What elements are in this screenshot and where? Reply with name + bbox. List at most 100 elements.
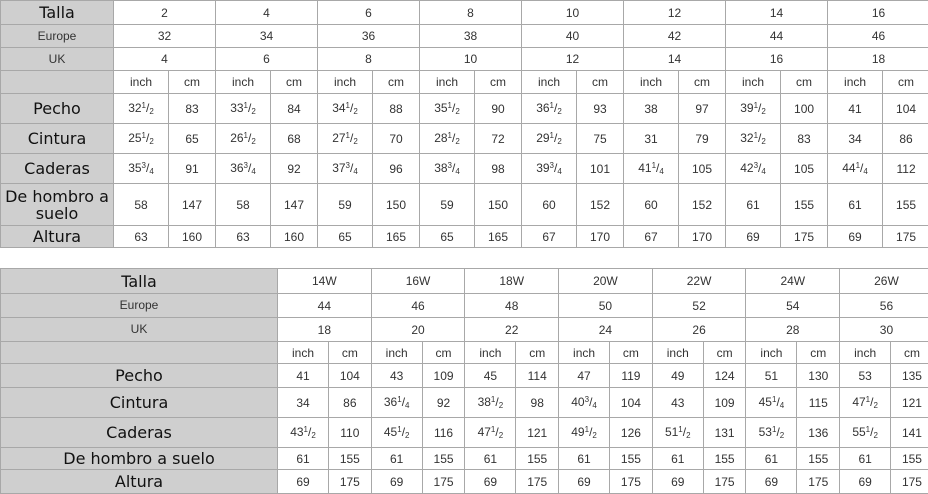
- measurement-value: 381/2: [465, 388, 516, 418]
- europe-label: Europe: [1, 25, 114, 48]
- unit-inch: inch: [559, 342, 610, 364]
- measurement-value: 261/2: [216, 124, 271, 154]
- measurement-value: 281/2: [420, 124, 475, 154]
- europe-label: Europe: [1, 294, 278, 318]
- size-value: 18W: [465, 269, 559, 294]
- measurement-value: 152: [679, 184, 726, 226]
- measurement-value: 131: [703, 418, 746, 448]
- unit-cm: cm: [169, 71, 216, 94]
- measurement-value: 31: [624, 124, 679, 154]
- size-value: 22W: [652, 269, 746, 294]
- uk-size: 16: [726, 48, 828, 71]
- measurement-value: 403/4: [559, 388, 610, 418]
- europe-size: 38: [420, 25, 522, 48]
- measurement-value: 67: [522, 226, 577, 248]
- size-label: Talla: [1, 1, 114, 25]
- europe-size: 42: [624, 25, 726, 48]
- europe-size: 46: [828, 25, 928, 48]
- measurement-value: 86: [329, 388, 372, 418]
- measurement-value: 49: [652, 364, 703, 388]
- measurement-value: 83: [169, 94, 216, 124]
- measurement-value: 353/4: [114, 154, 169, 184]
- measurement-value: 67: [624, 226, 679, 248]
- measurement-label: Altura: [1, 226, 114, 248]
- measurement-value: 175: [781, 226, 828, 248]
- measurement-value: 58: [216, 184, 271, 226]
- measurement-value: 100: [781, 94, 828, 124]
- unit-cm: cm: [781, 71, 828, 94]
- europe-size: 44: [278, 294, 372, 318]
- uk-label: UK: [1, 318, 278, 342]
- measurement-value: 135: [891, 364, 928, 388]
- measurement-value: 471/2: [465, 418, 516, 448]
- unit-cm: cm: [329, 342, 372, 364]
- measurement-value: 393/4: [522, 154, 577, 184]
- uk-size: 10: [420, 48, 522, 71]
- measurement-value: 61: [840, 448, 891, 470]
- measurement-value: 86: [883, 124, 928, 154]
- measurement-value: 363/4: [216, 154, 271, 184]
- europe-size: 46: [371, 294, 465, 318]
- measurement-value: 69: [746, 470, 797, 494]
- europe-size: 32: [114, 25, 216, 48]
- measurement-value: 175: [797, 470, 840, 494]
- europe-size: 44: [726, 25, 828, 48]
- europe-size: 36: [318, 25, 420, 48]
- measurement-value: 150: [475, 184, 522, 226]
- measurement-value: 112: [883, 154, 928, 184]
- measurement-value: 59: [318, 184, 373, 226]
- measurement-value: 150: [373, 184, 420, 226]
- measurement-value: 251/2: [114, 124, 169, 154]
- measurement-value: 61: [278, 448, 329, 470]
- europe-size: 40: [522, 25, 624, 48]
- measurement-value: 155: [329, 448, 372, 470]
- europe-size: 50: [559, 294, 653, 318]
- size-value: 2: [114, 1, 216, 25]
- measurement-value: 175: [329, 470, 372, 494]
- measurement-value: 104: [329, 364, 372, 388]
- measurement-value: 105: [781, 154, 828, 184]
- measurement-value: 43: [371, 364, 422, 388]
- measurement-value: 34: [278, 388, 329, 418]
- measurement-value: 271/2: [318, 124, 373, 154]
- measurement-value: 41: [278, 364, 329, 388]
- measurement-value: 175: [883, 226, 928, 248]
- uk-size: 20: [371, 318, 465, 342]
- size-value: 20W: [559, 269, 653, 294]
- unit-inch: inch: [746, 342, 797, 364]
- unit-label-blank: [1, 342, 278, 364]
- measurement-value: 70: [373, 124, 420, 154]
- uk-size: 28: [746, 318, 840, 342]
- measurement-value: 38: [624, 94, 679, 124]
- measurement-label: Pecho: [1, 94, 114, 124]
- measurement-value: 65: [169, 124, 216, 154]
- measurement-value: 147: [169, 184, 216, 226]
- measurement-value: 69: [652, 470, 703, 494]
- measurement-value: 60: [624, 184, 679, 226]
- unit-inch: inch: [318, 71, 373, 94]
- measurement-value: 160: [169, 226, 216, 248]
- measurement-value: 69: [840, 470, 891, 494]
- uk-size: 18: [828, 48, 928, 71]
- measurement-value: 69: [559, 470, 610, 494]
- unit-inch: inch: [216, 71, 271, 94]
- measurement-value: 136: [797, 418, 840, 448]
- measurement-value: 175: [703, 470, 746, 494]
- measurement-value: 45: [465, 364, 516, 388]
- measurement-value: 152: [577, 184, 624, 226]
- measurement-value: 165: [373, 226, 420, 248]
- size-value: 24W: [746, 269, 840, 294]
- measurement-value: 321/2: [726, 124, 781, 154]
- measurement-value: 104: [610, 388, 653, 418]
- measurement-value: 175: [891, 470, 928, 494]
- uk-size: 26: [652, 318, 746, 342]
- measurement-value: 90: [475, 94, 522, 124]
- uk-label: UK: [1, 48, 114, 71]
- measurement-value: 155: [781, 184, 828, 226]
- measurement-value: 351/2: [420, 94, 475, 124]
